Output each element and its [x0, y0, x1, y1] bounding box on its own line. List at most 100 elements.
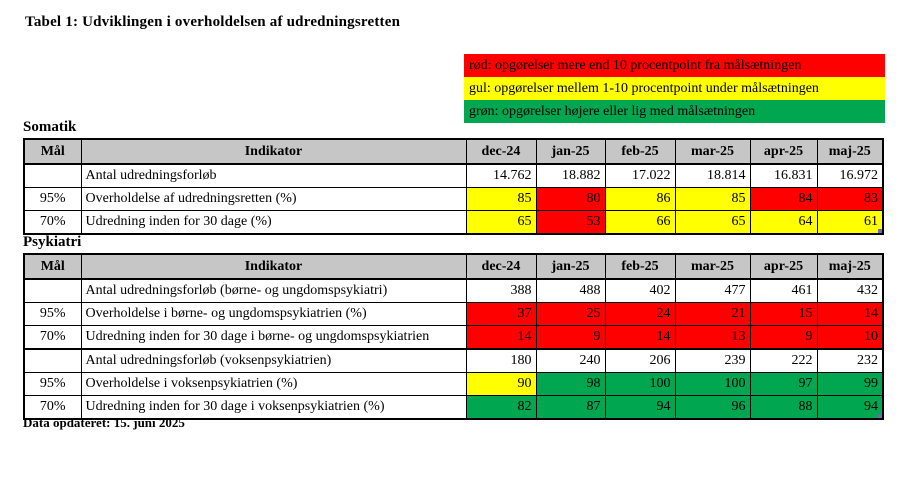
- column-header-month: apr-25: [749, 138, 818, 165]
- column-header-month: apr-25: [749, 253, 818, 280]
- column-header-month: feb-25: [604, 138, 676, 165]
- value-cell: 18.882: [535, 163, 606, 188]
- column-header-m-l: Mål: [23, 138, 82, 165]
- table-somatik: Mål Indikator dec-24 jan-25 feb-25 mar-25 apr-…: [23, 138, 884, 235]
- color-legend: rød: opgørelser mere end 10 procentpoint…: [464, 54, 885, 123]
- goal-cell: 95%: [23, 302, 82, 326]
- table-row: 95% Overholdelse af udredningsretten (%) 8…: [23, 187, 884, 211]
- value-cell: 206: [604, 348, 676, 373]
- goal-cell: [23, 348, 82, 373]
- value-cell: 85: [674, 187, 751, 211]
- table-psykiatri: Mål Indikator dec-24 jan-25 feb-25 mar-25 apr-…: [23, 253, 884, 420]
- value-cell: 88: [749, 395, 818, 420]
- column-header-indikator: Indikator: [80, 138, 467, 165]
- indicator-cell: Antal udredningsforløb: [80, 163, 467, 188]
- value-cell: 97: [749, 372, 818, 396]
- goal-cell: [23, 163, 82, 188]
- table-row: 70% Udredning inden for 30 dage (%) 65 53 66…: [23, 210, 884, 235]
- value-cell: 14: [465, 325, 537, 350]
- value-cell: 180: [465, 348, 537, 373]
- indicator-cell: Udredning inden for 30 dage i børne- og …: [80, 325, 467, 350]
- indicator-cell: Overholdelse i børne- og ungdomspsykiatr…: [80, 302, 467, 326]
- table-row: 70% Udredning inden for 30 dage i børne- …: [23, 325, 884, 350]
- table-row: 70% Udredning inden for 30 dage i voksenp…: [23, 395, 884, 420]
- indicator-cell: Antal udredningsforløb (voksenpsykiatrie…: [80, 348, 467, 373]
- value-cell: 65: [674, 210, 751, 235]
- value-cell: 87: [535, 395, 606, 420]
- value-cell: 10: [816, 325, 884, 350]
- value-cell: 16.831: [749, 163, 818, 188]
- table-row: 95% Overholdelse i børne- og ungdomspsyki…: [23, 302, 884, 326]
- value-cell: 65: [465, 210, 537, 235]
- value-cell: 388: [465, 278, 537, 303]
- value-cell: 14.762: [465, 163, 537, 188]
- value-cell: 53: [535, 210, 606, 235]
- table-row: Antal udredningsforløb (børne- og ungdom…: [23, 278, 884, 303]
- value-cell: 13: [674, 325, 751, 350]
- indicator-cell: Overholdelse i voksenpsykiatrien (%): [80, 372, 467, 396]
- column-header-m-l: Mål: [23, 253, 82, 280]
- column-header-month: dec-24: [465, 253, 537, 280]
- goal-cell: 70%: [23, 395, 82, 420]
- value-cell: 96: [674, 395, 751, 420]
- section-somatik: Somatik Mål Indikator dec-24 jan-25 feb-25 mar…: [23, 119, 884, 235]
- table-row: 95% Overholdelse i voksenpsykiatrien (%) 9…: [23, 372, 884, 396]
- column-header-month: dec-24: [465, 138, 537, 165]
- value-cell: 232: [816, 348, 884, 373]
- value-cell: 83: [816, 187, 884, 211]
- column-header-month: mar-25: [674, 253, 751, 280]
- table-row: Antal udredningsforløb 14.762 18.882 17.022…: [23, 163, 884, 188]
- legend-item-red: rød: opgørelser mere end 10 procentpoint…: [464, 54, 885, 77]
- value-cell: 16.972: [816, 163, 884, 188]
- column-header-month: maj-25: [816, 138, 884, 165]
- column-header-month: maj-25: [816, 253, 884, 280]
- data-updated-note: Data opdateret: 15. juni 2025: [23, 415, 185, 430]
- value-cell: 15: [749, 302, 818, 326]
- value-cell: 98: [535, 372, 606, 396]
- value-cell: 84: [749, 187, 818, 211]
- fill-handle: [878, 414, 882, 419]
- section-psykiatri: Psykiatri Mål Indikator dec-24 jan-25 feb-25 m…: [23, 234, 884, 420]
- value-cell: 21: [674, 302, 751, 326]
- value-cell: 94: [816, 395, 884, 420]
- goal-cell: 70%: [23, 210, 82, 235]
- value-cell: 240: [535, 348, 606, 373]
- column-header-month: feb-25: [604, 253, 676, 280]
- fill-handle: [878, 229, 882, 234]
- value-cell: 222: [749, 348, 818, 373]
- value-cell: 9: [749, 325, 818, 350]
- value-cell: 86: [604, 187, 676, 211]
- column-header-indikator: Indikator: [80, 253, 467, 280]
- value-cell: 100: [604, 372, 676, 396]
- value-cell: 100: [674, 372, 751, 396]
- goal-cell: [23, 278, 82, 303]
- value-cell: 14: [816, 302, 884, 326]
- goal-cell: 95%: [23, 187, 82, 211]
- indicator-cell: Udredning inden for 30 dage (%): [80, 210, 467, 235]
- value-cell: 432: [816, 278, 884, 303]
- value-cell: 94: [604, 395, 676, 420]
- value-cell: 239: [674, 348, 751, 373]
- value-cell: 477: [674, 278, 751, 303]
- column-header-month: jan-25: [535, 253, 606, 280]
- section-label-psykiatri: Psykiatri: [23, 234, 82, 250]
- value-cell: 64: [749, 210, 818, 235]
- value-cell: 17.022: [604, 163, 676, 188]
- value-cell: 66: [604, 210, 676, 235]
- legend-item-green: grøn: opgørelser højere eller lig med må…: [464, 100, 885, 123]
- table-row: Antal udredningsforløb (voksenpsykiatrie…: [23, 348, 884, 373]
- value-cell: 61: [816, 210, 884, 235]
- value-cell: 24: [604, 302, 676, 326]
- value-cell: 461: [749, 278, 818, 303]
- value-cell: 18.814: [674, 163, 751, 188]
- value-cell: 488: [535, 278, 606, 303]
- value-cell: 99: [816, 372, 884, 396]
- indicator-cell: Udredning inden for 30 dage i voksenpsyk…: [80, 395, 467, 420]
- value-cell: 80: [535, 187, 606, 211]
- goal-cell: 70%: [23, 325, 82, 350]
- value-cell: 85: [465, 187, 537, 211]
- value-cell: 14: [604, 325, 676, 350]
- indicator-cell: Antal udredningsforløb (børne- og ungdom…: [80, 278, 467, 303]
- value-cell: 90: [465, 372, 537, 396]
